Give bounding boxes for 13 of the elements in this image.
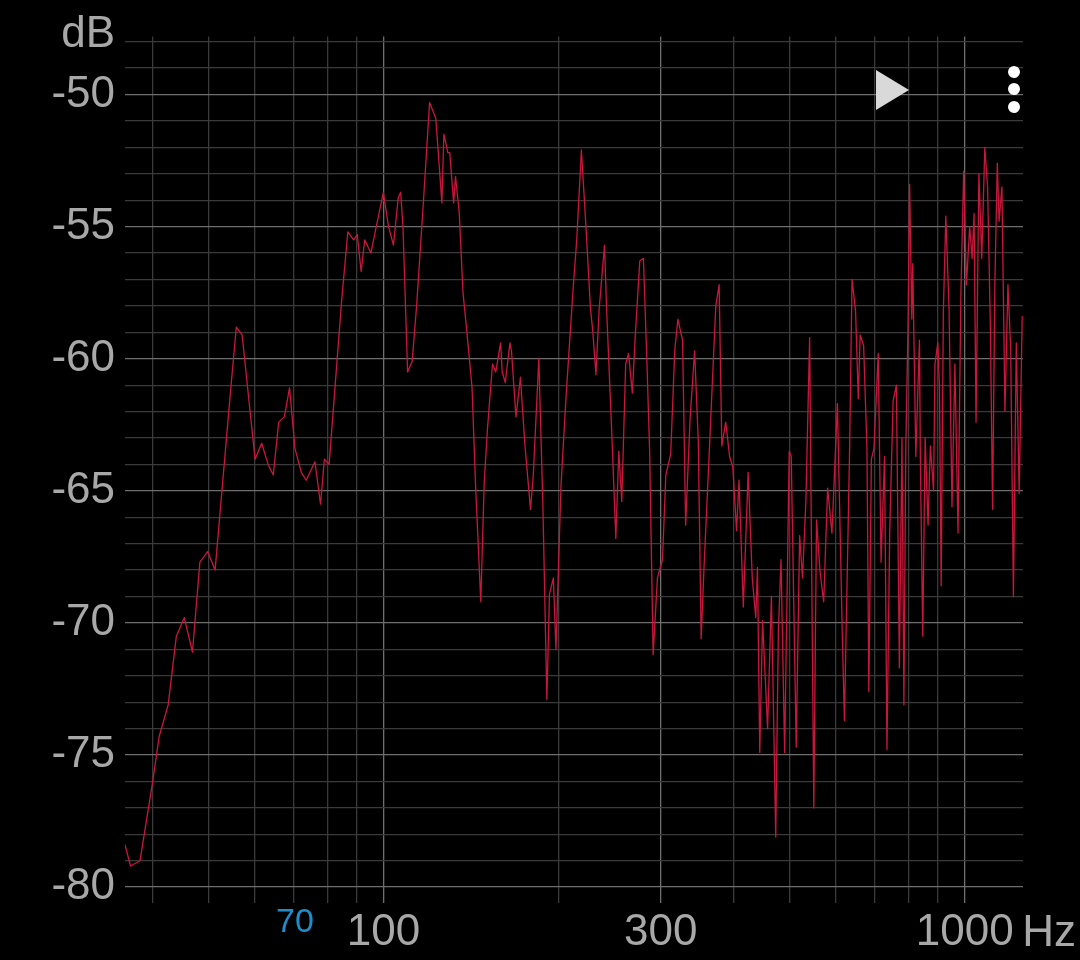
y-tick-label: -75 (51, 727, 115, 777)
x-tick-label: 300 (624, 904, 698, 954)
y-tick-label: -80 (51, 859, 115, 909)
y-tick-label: -60 (51, 330, 115, 380)
y-axis-title: dB (61, 7, 115, 57)
y-tick-label: -65 (51, 462, 115, 512)
annotation: 70 (276, 901, 314, 940)
x-axis-title: Hz (1022, 905, 1076, 955)
y-tick-label: -70 (51, 595, 115, 645)
x-tick-label: 100 (346, 904, 421, 954)
y-tick-label: -50 (51, 66, 115, 116)
y-tick-label: -55 (51, 198, 115, 248)
x-tick-label: 1000 (915, 904, 1014, 954)
